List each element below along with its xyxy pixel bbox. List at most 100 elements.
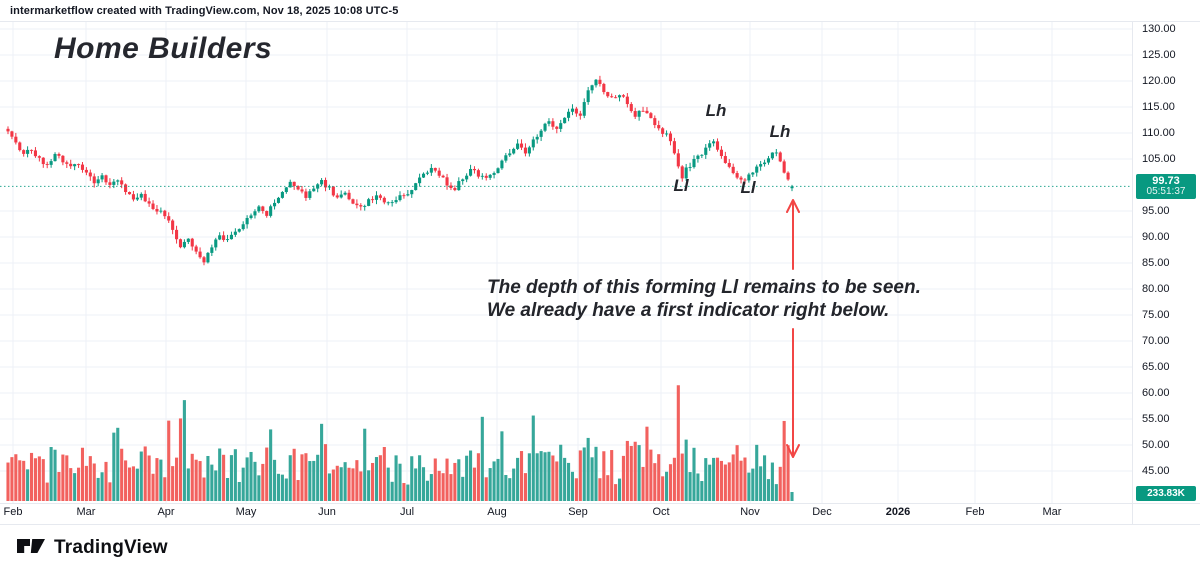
time-axis-label: Mar bbox=[76, 506, 96, 518]
candle bbox=[559, 119, 563, 133]
candle bbox=[484, 173, 488, 181]
price-axis-border bbox=[1132, 22, 1133, 524]
volume-bar bbox=[100, 472, 104, 501]
candle bbox=[759, 160, 763, 171]
volume-bar bbox=[621, 455, 625, 501]
volume-bar bbox=[300, 454, 304, 501]
candle bbox=[743, 178, 747, 185]
volume-bar bbox=[316, 454, 320, 501]
candle bbox=[527, 145, 531, 157]
volume-bar bbox=[586, 437, 590, 501]
volume-bar bbox=[625, 440, 629, 501]
candle bbox=[155, 205, 159, 215]
volume-bar bbox=[637, 445, 641, 501]
volume-bar bbox=[704, 458, 708, 501]
volume-bar bbox=[135, 468, 139, 501]
volume-bar bbox=[782, 420, 786, 501]
pivot-label-lh[interactable]: Lh bbox=[705, 101, 727, 120]
volume-bar bbox=[77, 467, 81, 501]
candle bbox=[104, 174, 108, 185]
candle bbox=[351, 198, 355, 205]
volume-bar bbox=[331, 469, 335, 501]
candle bbox=[273, 199, 277, 210]
candle bbox=[127, 191, 132, 195]
volume-bar bbox=[504, 474, 508, 501]
candle bbox=[672, 137, 676, 155]
pivot-label-ll[interactable]: Ll bbox=[673, 176, 689, 195]
candle bbox=[257, 205, 261, 213]
volume-bar bbox=[535, 453, 539, 501]
arrow-up bbox=[786, 199, 800, 270]
candle bbox=[488, 173, 492, 180]
candle bbox=[18, 141, 22, 152]
candle bbox=[276, 196, 281, 204]
volume-bar bbox=[292, 448, 296, 501]
candle bbox=[778, 151, 782, 163]
candle bbox=[100, 172, 104, 183]
candle bbox=[323, 177, 328, 192]
volume-bar bbox=[351, 468, 355, 501]
volume-bar bbox=[653, 463, 657, 501]
candle bbox=[516, 139, 520, 150]
candle bbox=[531, 136, 535, 151]
candle bbox=[406, 189, 410, 197]
candle bbox=[386, 201, 390, 206]
volume-bar bbox=[143, 446, 147, 501]
time-axis-label: Aug bbox=[487, 506, 507, 518]
candle bbox=[108, 178, 112, 189]
volume-bar bbox=[429, 474, 433, 501]
candle bbox=[684, 163, 688, 181]
volume-bar bbox=[367, 470, 371, 501]
candle bbox=[171, 219, 175, 235]
candle bbox=[245, 215, 249, 229]
pivot-label-lh[interactable]: Lh bbox=[769, 122, 791, 141]
candle bbox=[578, 110, 582, 120]
volume-bar bbox=[108, 482, 112, 501]
volume-bar bbox=[606, 475, 610, 501]
volume-bar bbox=[22, 460, 26, 501]
candle bbox=[425, 170, 429, 176]
volume-bar bbox=[641, 466, 645, 501]
volume-bar bbox=[516, 457, 520, 501]
candle bbox=[335, 193, 339, 199]
volume-bar bbox=[661, 476, 665, 501]
annotation-arrows[interactable] bbox=[786, 199, 800, 458]
candle bbox=[22, 149, 26, 157]
volume-bar bbox=[288, 455, 292, 501]
price-axis-label: 80.00 bbox=[1142, 283, 1170, 295]
candle bbox=[61, 155, 65, 166]
candle bbox=[178, 238, 183, 249]
volume-bar bbox=[547, 451, 551, 501]
volume-bar bbox=[253, 461, 257, 501]
volume-bar bbox=[594, 446, 598, 501]
annotation-note[interactable]: The depth of this forming Ll remains to … bbox=[487, 276, 921, 322]
candle bbox=[331, 186, 335, 197]
volume-bar bbox=[480, 416, 484, 501]
candle bbox=[453, 185, 457, 192]
volume-bar bbox=[237, 481, 241, 501]
volume-bar bbox=[194, 459, 198, 501]
candle bbox=[500, 159, 504, 170]
candle bbox=[202, 256, 206, 266]
candle bbox=[312, 185, 316, 192]
candle bbox=[92, 173, 96, 188]
volume-bar bbox=[665, 471, 669, 501]
volume-bar bbox=[696, 473, 700, 501]
tradingview-logo[interactable]: TradingView bbox=[16, 537, 168, 559]
candle bbox=[704, 144, 708, 159]
volume-bar bbox=[80, 447, 85, 501]
pivot-label-ll[interactable]: Ll bbox=[740, 178, 756, 197]
candle bbox=[590, 84, 594, 94]
time-axis-label: Oct bbox=[652, 506, 670, 518]
candle bbox=[49, 158, 53, 168]
volume-bar bbox=[523, 473, 527, 501]
candle bbox=[602, 82, 606, 95]
volume-bar bbox=[229, 455, 233, 501]
candle bbox=[418, 173, 422, 187]
volume-bar bbox=[410, 456, 414, 501]
volume-bar bbox=[171, 466, 175, 501]
candle bbox=[582, 98, 586, 119]
volume-bar bbox=[531, 415, 535, 501]
volume-bar bbox=[496, 458, 500, 501]
